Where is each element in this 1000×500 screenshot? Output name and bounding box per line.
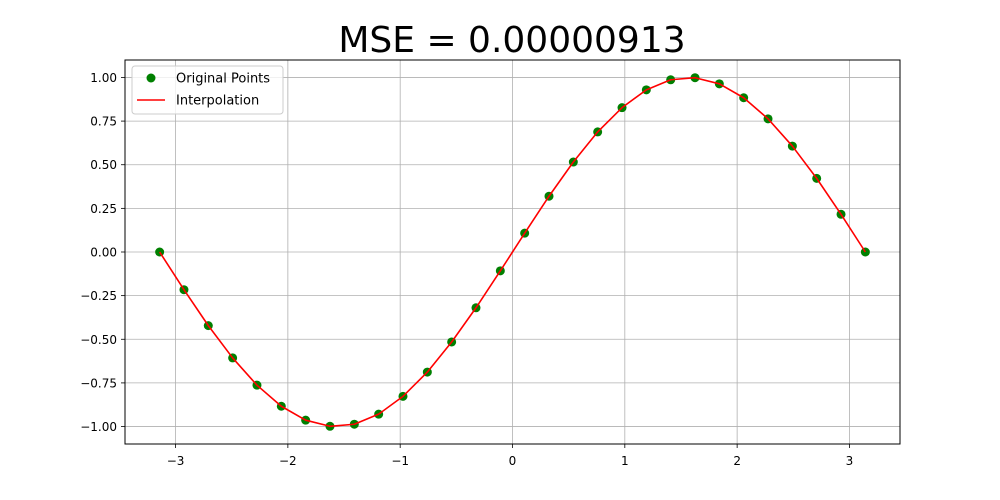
x-tick-label: 2 (733, 454, 741, 468)
legend-label-interpolation: Interpolation (176, 94, 259, 109)
x-tick-label: −1 (391, 454, 409, 468)
y-tick-label: −0.75 (80, 376, 117, 390)
y-tick-label: −0.25 (80, 289, 117, 303)
legend-box (131, 65, 284, 115)
x-tick-label: 3 (846, 454, 854, 468)
plot-content (155, 73, 870, 431)
y-tick-label: 0.25 (90, 202, 117, 216)
interpolation-line (158, 76, 867, 428)
data-point (155, 247, 165, 257)
legend: Original Points Interpolation (131, 65, 284, 115)
y-tick-label: 1.00 (90, 71, 117, 85)
x-tick-label: 1 (621, 454, 629, 468)
y-tick-label: 0.50 (90, 158, 117, 172)
ticks: −3 −2 −1 0 1 2 3 −1.00 −0.75 −0.50 −0.25 0.00 0.25 0.… (80, 71, 853, 468)
chart-title: MSE = 0.00000913 (338, 20, 685, 61)
legend-marker-original-points (146, 73, 156, 83)
x-tick-label: 0 (509, 454, 517, 468)
y-tick-label: 0.00 (90, 246, 117, 260)
legend-label-original-points: Original Points (176, 72, 270, 87)
x-tick-label: −2 (279, 454, 297, 468)
y-tick-label: −0.50 (80, 333, 117, 347)
y-tick-label: −1.00 (80, 420, 117, 434)
y-tick-label: 0.75 (90, 115, 117, 129)
x-tick-label: −3 (167, 454, 185, 468)
data-point (860, 247, 870, 257)
